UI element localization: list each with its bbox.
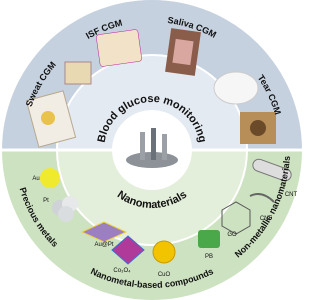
page: Blood glucose monitoring Nanomaterials S… [0, 0, 320, 300]
diagram: Blood glucose monitoring Nanomaterials S… [0, 0, 305, 300]
material-label: Au [32, 176, 39, 182]
material-label: Pt [43, 198, 49, 204]
material-label: GO [227, 232, 237, 238]
material-label: PB [205, 254, 213, 260]
material-label: Co₃O₄ [113, 268, 131, 274]
material-label: CuO [158, 272, 171, 278]
material-label: Au@Pt [94, 242, 113, 248]
material-label: CNT [285, 192, 298, 198]
material-label: CNF [260, 216, 273, 222]
